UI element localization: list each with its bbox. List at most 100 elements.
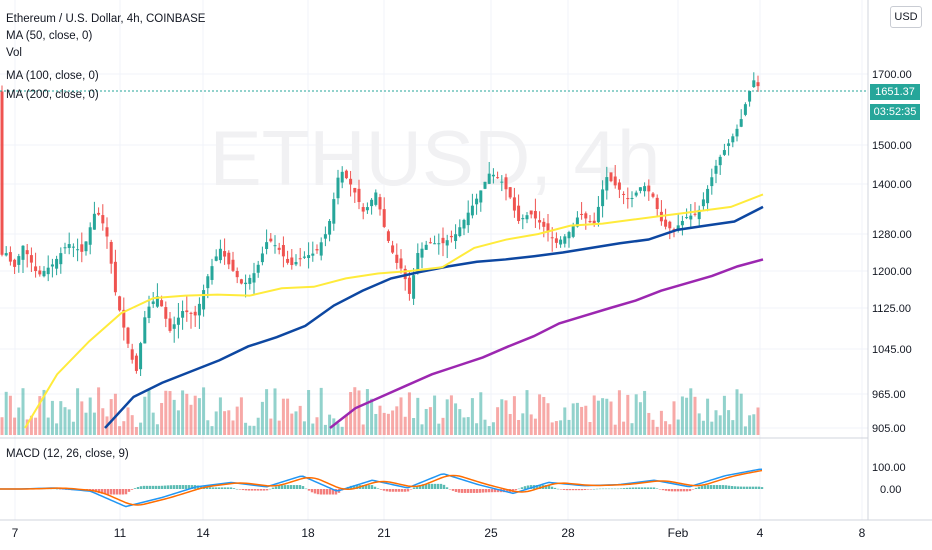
volume-bar — [554, 421, 558, 435]
candle-body — [563, 236, 567, 244]
macd-histogram-bar — [589, 489, 593, 490]
volume-bar — [80, 401, 84, 435]
candle-body — [55, 258, 59, 269]
macd-histogram-bar — [475, 489, 479, 493]
macd-histogram-bar — [259, 489, 263, 491]
date-tick-label: 28 — [561, 526, 575, 540]
macd-histogram-bar — [724, 485, 728, 489]
candle-body — [483, 181, 487, 189]
candle-body — [735, 128, 739, 137]
macd-histogram-bar — [379, 489, 383, 490]
candle-body — [4, 253, 8, 256]
legend-macd[interactable]: MACD (12, 26, close, 9) — [6, 448, 129, 460]
candle-body — [130, 349, 134, 360]
volume-bar — [286, 398, 290, 435]
macd-histogram-bar — [601, 488, 605, 490]
date-tick-label: 11 — [114, 526, 127, 540]
macd-histogram-bar — [298, 485, 302, 489]
macd-histogram-bar — [694, 487, 698, 489]
candle-body — [718, 156, 722, 166]
macd-histogram-bar — [637, 487, 641, 489]
volume-bar — [655, 426, 659, 435]
volume-bar — [647, 412, 651, 435]
legend-ma50[interactable]: MA (50, close, 0) — [6, 30, 93, 42]
candle-body — [235, 270, 239, 278]
macd-histogram-bar — [157, 485, 161, 489]
legend-vol[interactable]: Vol — [6, 47, 22, 59]
volume-bar — [592, 395, 596, 435]
macd-histogram-bar — [175, 485, 179, 489]
volume-bar — [55, 423, 59, 435]
volume-bar — [139, 422, 143, 435]
candle-body — [588, 221, 592, 223]
candle-body — [193, 311, 197, 316]
price-tick-label: 965.00 — [872, 389, 906, 401]
macd-histogram-bar — [685, 489, 689, 492]
legend-ma100[interactable]: MA (100, close, 0) — [6, 70, 99, 82]
candle-body — [181, 311, 185, 318]
candle-body — [189, 312, 193, 314]
candle-body — [332, 199, 336, 224]
macd-histogram-bar — [421, 484, 425, 489]
macd-histogram-bar — [244, 489, 248, 491]
macd-histogram-bar — [466, 489, 470, 493]
volume-bar — [298, 405, 302, 435]
macd-histogram-bar — [442, 484, 446, 489]
volume-bar — [34, 417, 38, 435]
signal-line — [0, 469, 763, 506]
candle-body — [172, 324, 176, 329]
macd-histogram-bar — [709, 485, 713, 489]
candle-body — [38, 270, 42, 275]
date-tick-label: 25 — [484, 526, 498, 540]
volume-bar — [353, 387, 357, 435]
macd-histogram-bar — [553, 487, 557, 489]
volume-bar — [676, 419, 680, 435]
macd-histogram-bar — [400, 489, 404, 492]
candle-body — [575, 217, 579, 227]
candle-body — [601, 189, 605, 207]
volume-bar — [521, 413, 525, 435]
candle-body — [386, 231, 390, 241]
currency-button[interactable]: USD — [890, 6, 922, 28]
volume-bar — [462, 417, 466, 435]
macd-histogram-bar — [625, 487, 629, 489]
volume-bar — [374, 413, 378, 435]
volume-bar — [97, 387, 101, 435]
legend-ma200[interactable]: MA (200, close, 0) — [6, 89, 99, 101]
macd-histogram-bar — [226, 487, 230, 489]
candle-body — [260, 253, 264, 263]
macd-histogram-bar — [166, 485, 170, 489]
candle-body — [336, 177, 340, 199]
volume-bar — [500, 399, 504, 435]
volume-bar — [538, 394, 542, 435]
macd-histogram-bar — [613, 488, 617, 490]
macd-histogram-bar — [184, 485, 188, 489]
macd-histogram-bar — [445, 487, 449, 489]
candle-body — [265, 242, 269, 249]
volume-bar — [517, 419, 521, 435]
candle-body — [512, 197, 516, 211]
macd-histogram-bar — [265, 489, 269, 491]
macd-histogram-bar — [622, 488, 626, 489]
candle-body — [76, 249, 80, 251]
macd-histogram-bar — [187, 485, 191, 489]
candle-body — [643, 186, 647, 192]
volume-bar — [336, 423, 340, 435]
volume-bar — [487, 426, 491, 435]
volume-bar — [315, 417, 319, 435]
candle-body — [693, 213, 697, 215]
macd-histogram-bar — [667, 489, 671, 492]
candle-body — [59, 253, 63, 265]
macd-histogram-bar — [160, 485, 164, 489]
macd-histogram-bar — [214, 487, 218, 489]
volume-bar — [101, 408, 105, 435]
candle-body — [323, 234, 327, 239]
volume-bar — [206, 420, 210, 435]
volume-bar — [559, 420, 563, 435]
macd-histogram-bar — [616, 488, 620, 490]
candle-body — [399, 258, 403, 269]
macd-histogram-bar — [646, 487, 650, 489]
volume-bar — [563, 407, 567, 435]
candle-body — [269, 238, 273, 242]
